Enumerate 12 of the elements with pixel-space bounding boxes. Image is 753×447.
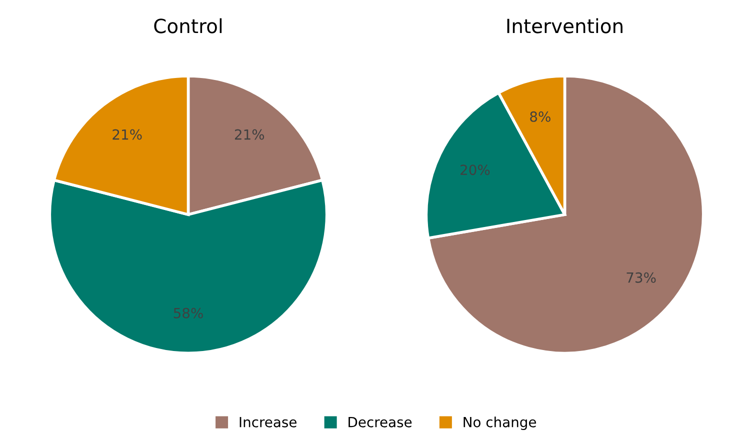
- data-label: 58%: [174, 308, 203, 318]
- pie-slice: [426, 74, 705, 354]
- data-label: 21%: [112, 129, 142, 140]
- data-label: 73%: [626, 272, 656, 283]
- chart-title: Intervention: [507, 18, 622, 34]
- legend-label: Decrease: [348, 417, 412, 428]
- legend-label: No change: [464, 416, 536, 430]
- data-label: 21%: [234, 129, 264, 140]
- data-label: 20%: [460, 164, 490, 176]
- data-label: 8%: [530, 111, 550, 122]
- chart-title: Control: [154, 18, 222, 34]
- legend-label: Increase: [240, 417, 296, 428]
